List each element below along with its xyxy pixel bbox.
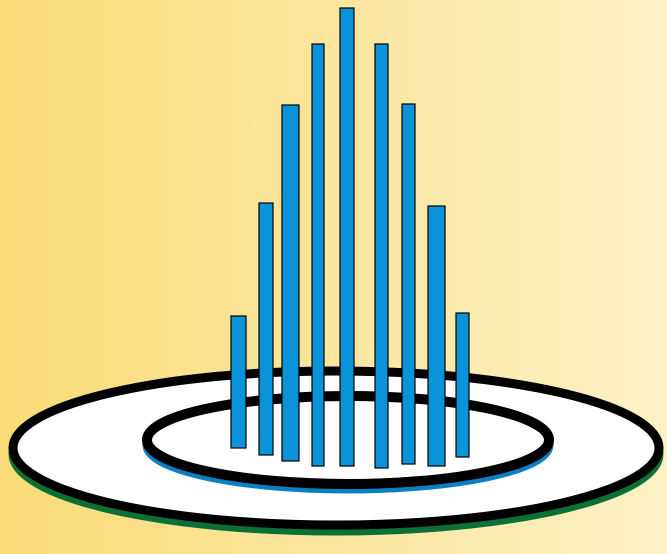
bar [339,7,355,467]
bar [401,103,416,465]
bar [230,315,247,449]
bar [455,312,470,458]
bar [281,104,300,462]
bar [258,202,274,456]
bar [427,205,446,467]
bars [230,7,470,469]
bar [311,43,325,467]
bar [374,43,389,469]
